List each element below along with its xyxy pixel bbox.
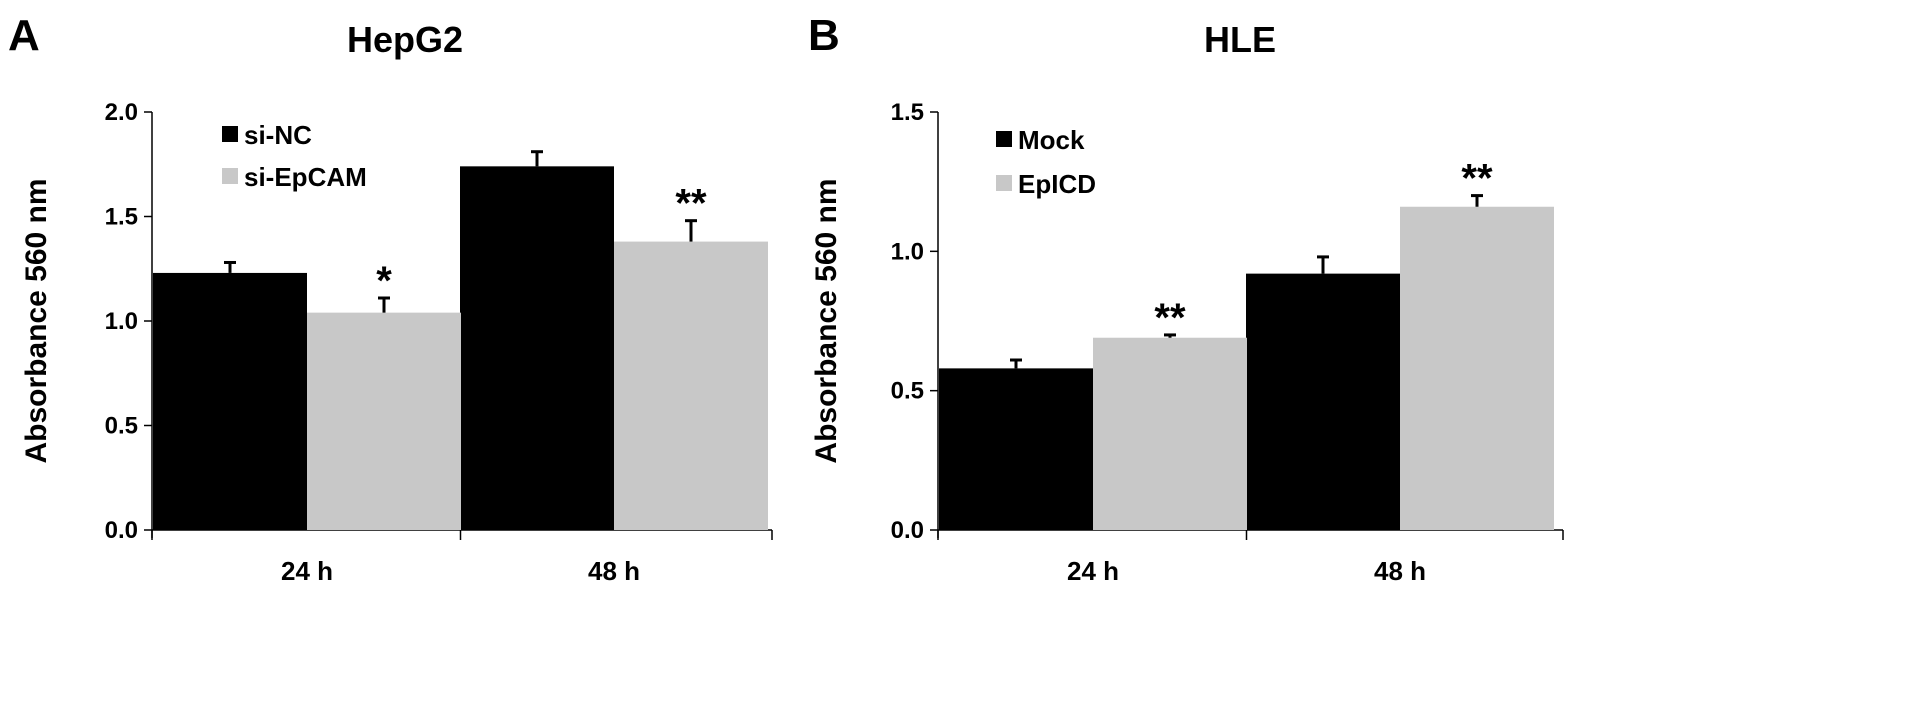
chart-0-title: HepG2 <box>347 19 463 60</box>
chart-0-significance-si-EpCAM-1: ** <box>675 182 707 226</box>
chart-1-bar-EpICD-0 <box>1093 337 1247 530</box>
chart-1-y-tick-label-3: 1.5 <box>891 99 924 126</box>
chart-1-legend-label-0: Mock <box>1018 125 1085 155</box>
chart-1-bar-Mock-1 <box>1246 273 1400 530</box>
chart-0-legend-label-1: si-EpCAM <box>244 162 367 192</box>
chart-1-legend-label-1: EpICD <box>1018 169 1096 199</box>
chart-1-y-tick-label-1: 0.5 <box>891 378 924 405</box>
chart-0-category-label-1: 48 h <box>588 556 640 586</box>
chart-0-y-tick-label-1: 0.5 <box>105 413 138 440</box>
chart-0-legend-swatch-1 <box>222 168 238 184</box>
chart-1-significance-EpICD-0: ** <box>1154 296 1186 340</box>
chart-0-bar-si-NC-0 <box>153 272 307 530</box>
chart-0-bar-si-EpCAM-0 <box>307 312 461 530</box>
chart-0-bar-si-EpCAM-1 <box>614 241 768 530</box>
chart-0-y-axis-label: Absorbance 560 nm <box>20 178 53 463</box>
chart-0-y-tick-label-2: 1.0 <box>105 308 138 335</box>
chart-1-category-label-0: 24 h <box>1067 556 1119 586</box>
chart-1-panel-letter: B <box>808 11 840 60</box>
chart-1-y-tick-label-2: 1.0 <box>891 238 924 265</box>
chart-1-category-label-1: 48 h <box>1374 556 1426 586</box>
chart-1-significance-EpICD-1: ** <box>1461 157 1493 201</box>
chart-0-y-tick-label-3: 1.5 <box>105 204 138 231</box>
chart-1-legend-swatch-0 <box>996 131 1012 147</box>
chart-0-panel-letter: A <box>8 11 40 60</box>
chart-1-bar-EpICD-1 <box>1400 206 1554 530</box>
chart-1-y-tick-label-0: 0.0 <box>891 517 924 544</box>
chart-0-category-label-0: 24 h <box>281 556 333 586</box>
chart-0-significance-si-EpCAM-0: * <box>376 259 392 303</box>
chart-1-y-axis-label: Absorbance 560 nm <box>810 178 843 463</box>
chart-0-legend-swatch-0 <box>222 126 238 142</box>
chart-0-y-tick-label-0: 0.0 <box>105 517 138 544</box>
chart-1-bar-Mock-0 <box>939 368 1093 530</box>
chart-0-bar-si-NC-1 <box>460 166 614 530</box>
chart-0-y-tick-label-4: 2.0 <box>105 99 138 126</box>
chart-1-legend-swatch-1 <box>996 175 1012 191</box>
chart-0-legend-label-0: si-NC <box>244 120 312 150</box>
chart-1-title: HLE <box>1204 19 1276 60</box>
